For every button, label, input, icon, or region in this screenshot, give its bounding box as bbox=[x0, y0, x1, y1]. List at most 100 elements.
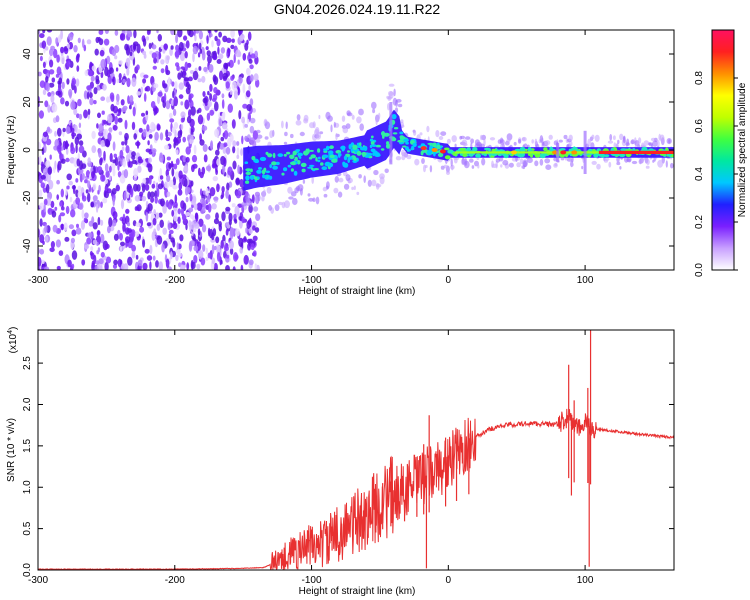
noise-blob bbox=[65, 188, 68, 196]
noise-blob bbox=[216, 38, 221, 47]
halo-blob bbox=[387, 96, 393, 100]
noise-blob bbox=[98, 123, 104, 134]
ridge-blob bbox=[397, 139, 404, 143]
ridge-blob bbox=[466, 147, 472, 152]
noise-blob bbox=[226, 37, 232, 43]
noise-blob bbox=[125, 154, 130, 162]
noise-blob bbox=[136, 91, 141, 96]
noise-blob bbox=[211, 244, 215, 255]
noise-blob bbox=[112, 211, 118, 220]
halo-blob bbox=[657, 159, 664, 168]
noise-blob bbox=[149, 191, 155, 198]
noise-blob bbox=[129, 95, 134, 103]
halo-blob bbox=[424, 164, 428, 169]
noise-blob bbox=[211, 232, 215, 241]
snr-scale-label: (x104) bbox=[7, 327, 19, 354]
noise-blob bbox=[90, 75, 95, 82]
noise-blob bbox=[249, 217, 252, 228]
noise-blob bbox=[91, 65, 96, 71]
noise-blob bbox=[238, 76, 243, 84]
halo-blob bbox=[652, 140, 658, 147]
noise-blob bbox=[70, 237, 75, 244]
halo-blob bbox=[345, 123, 351, 129]
noise-blob bbox=[169, 48, 173, 56]
halo-blob bbox=[638, 159, 643, 164]
noise-blob bbox=[40, 174, 46, 180]
noise-blob bbox=[165, 136, 171, 142]
halo-blob bbox=[613, 135, 616, 140]
noise-blob bbox=[232, 140, 237, 147]
noise-blob bbox=[190, 126, 195, 133]
noise-blob bbox=[225, 228, 229, 236]
halo-blob bbox=[281, 120, 284, 129]
noise-blob bbox=[111, 219, 117, 227]
halo-blob bbox=[375, 117, 378, 126]
noise-blob bbox=[242, 83, 246, 94]
halo-blob bbox=[353, 185, 356, 191]
noise-blob bbox=[196, 263, 201, 270]
ridge-blob bbox=[399, 131, 404, 135]
noise-blob bbox=[109, 165, 112, 173]
ridge-blob bbox=[462, 153, 468, 158]
halo-blob bbox=[249, 117, 256, 124]
noise-blob bbox=[117, 171, 122, 178]
ridge-blob bbox=[290, 168, 294, 172]
noise-blob bbox=[142, 78, 147, 84]
noise-blob bbox=[53, 48, 58, 59]
noise-blob bbox=[114, 156, 119, 166]
halo-blob bbox=[378, 112, 381, 120]
noise-blob bbox=[46, 30, 53, 33]
noise-blob bbox=[70, 122, 73, 131]
noise-blob bbox=[127, 95, 130, 105]
noise-blob bbox=[227, 166, 233, 176]
noise-blob bbox=[149, 261, 152, 270]
noise-blob bbox=[61, 158, 66, 164]
noise-blob bbox=[180, 117, 185, 123]
ridge-blob bbox=[604, 154, 610, 158]
spectrogram-xtick-label: -300 bbox=[28, 275, 48, 286]
noise-blob bbox=[89, 251, 93, 256]
noise-blob bbox=[228, 240, 234, 250]
halo-blob bbox=[302, 179, 306, 184]
noise-blob bbox=[140, 86, 144, 95]
noise-blob bbox=[44, 224, 48, 234]
noise-blob bbox=[180, 101, 184, 106]
noise-blob bbox=[61, 206, 65, 211]
noise-blob bbox=[100, 233, 105, 244]
halo-blob bbox=[326, 181, 330, 190]
ridge-blob bbox=[444, 155, 451, 160]
ridge-blob bbox=[539, 153, 546, 159]
noise-blob bbox=[233, 213, 237, 220]
noise-blob bbox=[92, 239, 98, 245]
noise-blob bbox=[156, 223, 161, 232]
spectrogram-ylabel: Frequency (Hz) bbox=[6, 116, 17, 185]
ridge-blob bbox=[254, 160, 259, 164]
noise-blob bbox=[211, 40, 214, 48]
halo-blob bbox=[257, 194, 261, 202]
snr-ytick-label: 1.0 bbox=[22, 480, 33, 494]
noise-blob bbox=[175, 33, 179, 44]
noise-blob bbox=[158, 261, 163, 270]
ridge-blob bbox=[528, 152, 532, 156]
ridge-blob bbox=[559, 153, 566, 158]
ridge-blob bbox=[472, 147, 478, 152]
noise-blob bbox=[120, 99, 125, 106]
ridge-blob bbox=[271, 161, 277, 166]
noise-blob bbox=[189, 99, 194, 109]
halo-blob bbox=[534, 160, 539, 167]
spectrogram-ytick-label: 20 bbox=[22, 96, 33, 108]
noise-blob bbox=[197, 228, 201, 236]
noise-blob bbox=[111, 48, 117, 57]
halo-blob bbox=[373, 169, 379, 176]
noise-blob bbox=[241, 116, 246, 124]
ridge-hotspot bbox=[420, 146, 427, 151]
noise-blob bbox=[172, 90, 175, 99]
noise-blob bbox=[216, 158, 221, 166]
noise-blob bbox=[112, 141, 116, 151]
ridge-blob bbox=[527, 147, 532, 152]
halo-blob bbox=[315, 132, 322, 140]
ridge-blob bbox=[277, 153, 284, 158]
noise-blob bbox=[137, 165, 142, 173]
noise-blob bbox=[231, 119, 236, 129]
noise-blob bbox=[146, 255, 153, 261]
